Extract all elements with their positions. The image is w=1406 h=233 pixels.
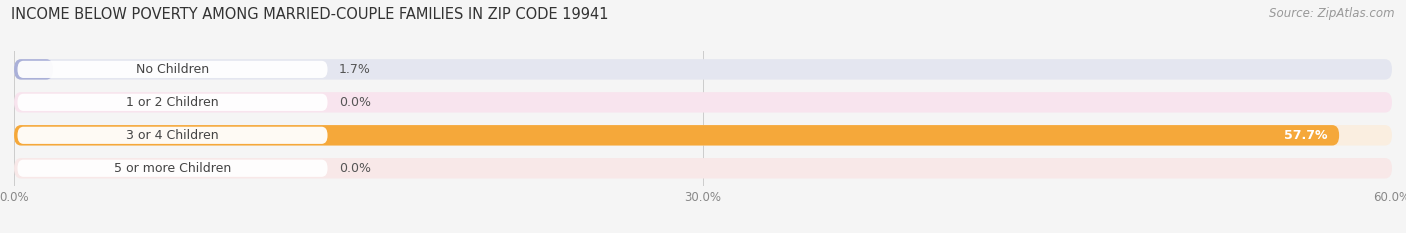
- Text: INCOME BELOW POVERTY AMONG MARRIED-COUPLE FAMILIES IN ZIP CODE 19941: INCOME BELOW POVERTY AMONG MARRIED-COUPL…: [11, 7, 609, 22]
- Text: No Children: No Children: [136, 63, 209, 76]
- FancyBboxPatch shape: [14, 125, 1392, 146]
- Text: 1 or 2 Children: 1 or 2 Children: [127, 96, 219, 109]
- FancyBboxPatch shape: [14, 59, 1392, 80]
- FancyBboxPatch shape: [14, 92, 1392, 113]
- FancyBboxPatch shape: [14, 158, 1392, 178]
- FancyBboxPatch shape: [14, 125, 1339, 146]
- FancyBboxPatch shape: [17, 61, 328, 78]
- FancyBboxPatch shape: [14, 59, 53, 80]
- Text: 0.0%: 0.0%: [339, 162, 371, 175]
- Text: 0.0%: 0.0%: [339, 96, 371, 109]
- Text: 3 or 4 Children: 3 or 4 Children: [127, 129, 219, 142]
- Text: 5 or more Children: 5 or more Children: [114, 162, 231, 175]
- FancyBboxPatch shape: [17, 94, 328, 111]
- FancyBboxPatch shape: [17, 127, 328, 144]
- FancyBboxPatch shape: [17, 160, 328, 177]
- Text: 1.7%: 1.7%: [339, 63, 371, 76]
- Text: 57.7%: 57.7%: [1284, 129, 1327, 142]
- Text: Source: ZipAtlas.com: Source: ZipAtlas.com: [1270, 7, 1395, 20]
